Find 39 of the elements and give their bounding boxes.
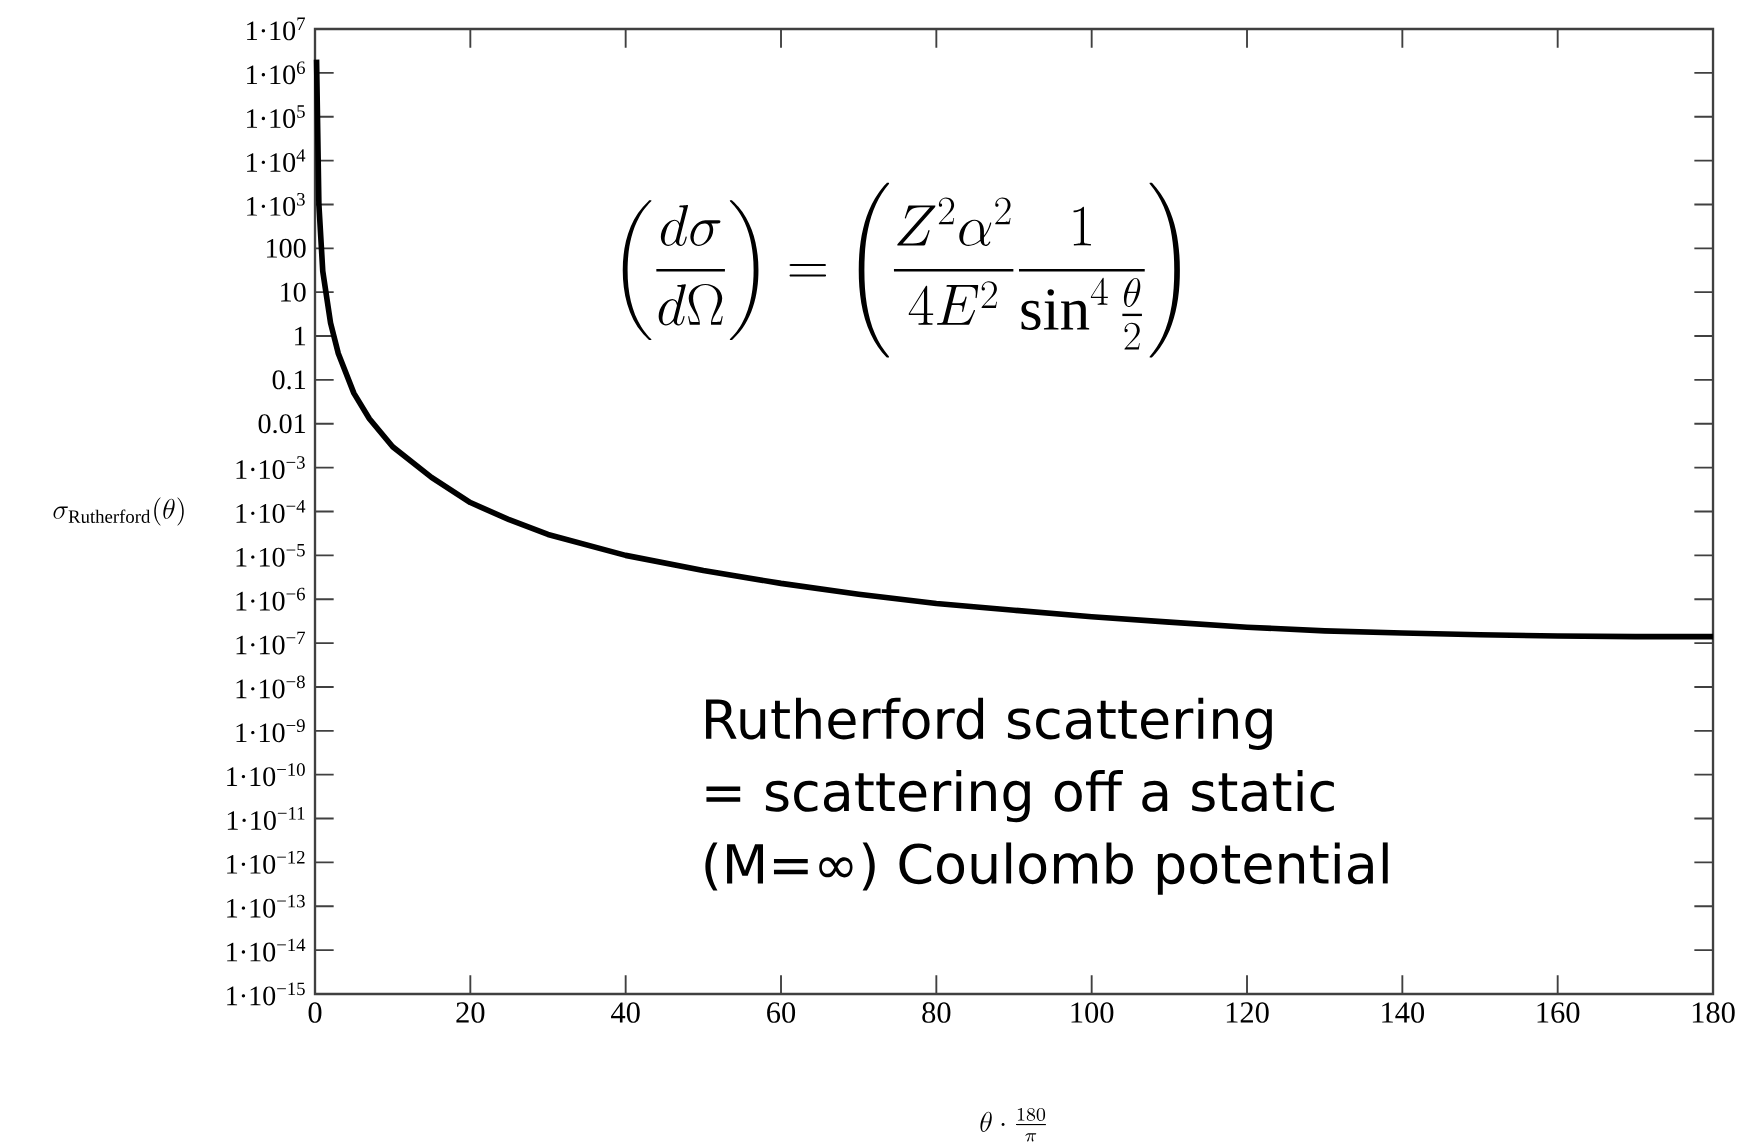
y-tick-label: 10 <box>281 282 306 302</box>
y-tick-label: 1·10$^{−5}$ <box>236 543 305 567</box>
y-tick-label: 1·10$^{−13}$ <box>227 894 305 918</box>
y-tick-label: 1·10$^{4}$ <box>247 149 306 172</box>
x-tick-label: 100 <box>1071 1002 1114 1023</box>
y-tick-label: 1 <box>295 326 306 346</box>
x-tick-label: 20 <box>456 1002 485 1023</box>
y-tick-label: 1·10$^{6}$ <box>247 61 305 85</box>
y-tick-label: 1·10$^{−3}$ <box>236 456 305 480</box>
y-tick-label: 1·10$^{−10}$ <box>227 763 305 787</box>
y-tick-label: 0.01 <box>258 414 306 434</box>
y-tick-label: 100 <box>267 238 306 258</box>
y-tick-label: 1·10$^{−15}$ <box>227 982 305 1006</box>
y-tick-label: 1·10$^{−7}$ <box>236 631 305 655</box>
x-tick-label: 60 <box>767 1002 796 1023</box>
x-axis-title: $\theta\cdot\frac{180}{\pi}$ <box>980 1108 1046 1142</box>
annotation: = scattering off a static <box>706 770 1334 823</box>
y-tick-label: 1·10$^{−4}$ <box>236 500 306 523</box>
y-tick-label: 1·10$^{−12}$ <box>227 850 305 874</box>
annotation: Rutherford scattering <box>706 697 1272 750</box>
y-tick-label: 0.1 <box>272 370 306 390</box>
x-tick-label: 140 <box>1382 1002 1425 1023</box>
y-tick-label: 1·10$^{−14}$ <box>227 938 306 962</box>
annotation: (M=∞) Coulomb potential <box>705 842 1388 895</box>
x-tick-label: 120 <box>1226 1002 1269 1023</box>
y-tick-label: 1·10$^{5}$ <box>247 105 305 129</box>
y-tick-label: 1·10$^{−9}$ <box>236 719 305 743</box>
x-tick-label: 160 <box>1537 1002 1580 1023</box>
x-tick-label: 80 <box>922 1002 951 1023</box>
y-tick-label: 1·10$^{7}$ <box>247 17 305 41</box>
x-tick-label: 180 <box>1692 1002 1735 1023</box>
annotation: $\left(\frac{d\sigma}{d\Omega}\right) = \left(\frac{Z^2\alpha^2}{4E^2}\frac{1}{\sin^4\frac{\theta}{2}}\right)$ <box>622 182 1180 358</box>
y-axis-title: $\sigma_{\mathrm{Rutherford}}(\theta)$ <box>53 497 184 526</box>
y-tick-label: 1·10$^{−11}$ <box>227 807 305 830</box>
y-tick-label: 1·10$^{−6}$ <box>236 587 305 611</box>
x-tick-label: 40 <box>611 1002 640 1023</box>
y-tick-label: 1·10$^{−8}$ <box>236 675 305 699</box>
y-tick-label: 1·10$^{3}$ <box>247 193 305 216</box>
x-tick-label: 0 <box>308 1002 322 1023</box>
